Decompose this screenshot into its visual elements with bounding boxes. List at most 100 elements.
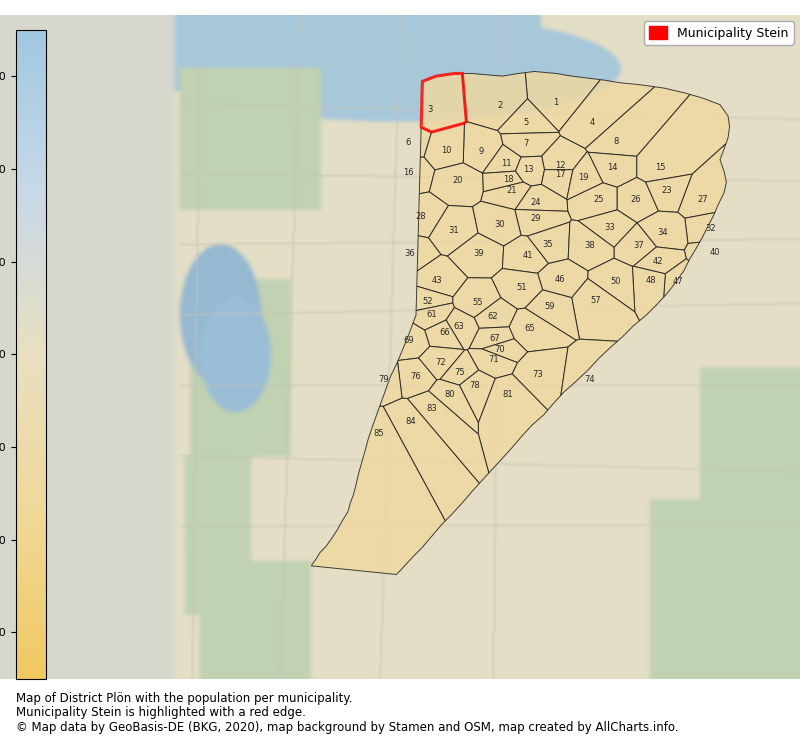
Text: 69: 69 <box>403 336 414 345</box>
Polygon shape <box>514 210 571 236</box>
Polygon shape <box>634 247 686 274</box>
Text: 6: 6 <box>406 138 410 147</box>
Polygon shape <box>567 182 618 221</box>
Polygon shape <box>572 278 639 342</box>
Text: 4: 4 <box>590 118 594 127</box>
Text: 14: 14 <box>607 163 618 172</box>
Text: 83: 83 <box>426 404 438 413</box>
Polygon shape <box>416 287 453 311</box>
Polygon shape <box>542 170 573 199</box>
Polygon shape <box>417 255 468 297</box>
Polygon shape <box>498 99 558 134</box>
Polygon shape <box>474 298 518 328</box>
Text: 66: 66 <box>439 329 450 337</box>
Polygon shape <box>618 177 658 222</box>
Text: 79: 79 <box>378 375 390 384</box>
Polygon shape <box>588 152 637 187</box>
Polygon shape <box>509 308 576 352</box>
Polygon shape <box>578 210 637 247</box>
Text: 84: 84 <box>405 417 416 426</box>
Text: 51: 51 <box>516 284 527 293</box>
Text: 27: 27 <box>697 195 708 204</box>
Polygon shape <box>685 213 715 244</box>
Polygon shape <box>446 308 479 350</box>
Polygon shape <box>398 358 437 399</box>
Polygon shape <box>467 348 518 379</box>
Text: 42: 42 <box>652 257 663 266</box>
Polygon shape <box>413 303 454 330</box>
Polygon shape <box>440 350 478 385</box>
Text: 33: 33 <box>604 223 615 232</box>
Polygon shape <box>447 233 504 278</box>
Text: 7: 7 <box>524 139 529 149</box>
Text: 34: 34 <box>657 228 668 238</box>
Polygon shape <box>637 211 688 250</box>
Text: 36: 36 <box>404 249 415 258</box>
Text: 11: 11 <box>501 159 512 168</box>
Polygon shape <box>527 222 570 264</box>
Polygon shape <box>614 222 657 266</box>
Text: 5: 5 <box>523 118 528 127</box>
Polygon shape <box>684 242 700 261</box>
Legend: Municipality Stein: Municipality Stein <box>644 21 794 45</box>
Polygon shape <box>482 339 527 363</box>
Polygon shape <box>482 171 523 192</box>
Polygon shape <box>398 323 430 360</box>
Polygon shape <box>482 145 521 173</box>
Polygon shape <box>421 73 466 132</box>
Polygon shape <box>459 370 495 423</box>
Text: 81: 81 <box>502 390 513 399</box>
Polygon shape <box>383 398 479 521</box>
Text: 80: 80 <box>444 390 455 399</box>
Polygon shape <box>473 201 521 246</box>
Text: 20: 20 <box>452 176 463 185</box>
Text: 10: 10 <box>441 146 452 155</box>
Polygon shape <box>525 290 579 340</box>
Text: 31: 31 <box>448 226 459 235</box>
Text: 75: 75 <box>454 368 465 377</box>
Text: 65: 65 <box>524 323 535 333</box>
Polygon shape <box>491 268 542 309</box>
Text: 72: 72 <box>435 357 446 366</box>
Polygon shape <box>407 391 489 483</box>
Text: 24: 24 <box>530 198 542 207</box>
Polygon shape <box>420 127 431 157</box>
Text: 37: 37 <box>633 241 644 250</box>
Text: 8: 8 <box>614 136 618 146</box>
Polygon shape <box>380 362 402 406</box>
Polygon shape <box>481 182 531 210</box>
Polygon shape <box>453 277 501 317</box>
Text: 61: 61 <box>426 310 438 319</box>
Polygon shape <box>502 235 549 273</box>
Polygon shape <box>418 236 441 271</box>
Text: 21: 21 <box>506 186 518 195</box>
Polygon shape <box>311 406 446 575</box>
Polygon shape <box>646 174 692 213</box>
Text: 35: 35 <box>542 241 554 249</box>
Polygon shape <box>424 123 464 170</box>
Polygon shape <box>585 87 690 156</box>
Polygon shape <box>588 258 635 312</box>
Text: 23: 23 <box>661 185 672 195</box>
Text: 32: 32 <box>705 224 716 233</box>
Text: 16: 16 <box>403 168 414 177</box>
Polygon shape <box>566 152 603 200</box>
Text: 19: 19 <box>578 173 589 182</box>
Text: 41: 41 <box>522 251 534 260</box>
Polygon shape <box>538 259 588 298</box>
Polygon shape <box>542 136 587 170</box>
Polygon shape <box>418 192 449 238</box>
Polygon shape <box>429 205 478 256</box>
Text: 17: 17 <box>554 170 566 179</box>
Polygon shape <box>664 259 689 297</box>
Polygon shape <box>418 346 465 380</box>
Text: 74: 74 <box>584 375 595 384</box>
Text: 55: 55 <box>472 298 483 307</box>
Text: 85: 85 <box>373 428 384 437</box>
Text: 3: 3 <box>428 106 433 115</box>
Text: 43: 43 <box>431 276 442 285</box>
Text: 28: 28 <box>415 213 426 221</box>
Polygon shape <box>469 326 514 349</box>
Text: 78: 78 <box>469 382 480 391</box>
Text: Municipality Stein is highlighted with a red edge.: Municipality Stein is highlighted with a… <box>16 706 306 719</box>
